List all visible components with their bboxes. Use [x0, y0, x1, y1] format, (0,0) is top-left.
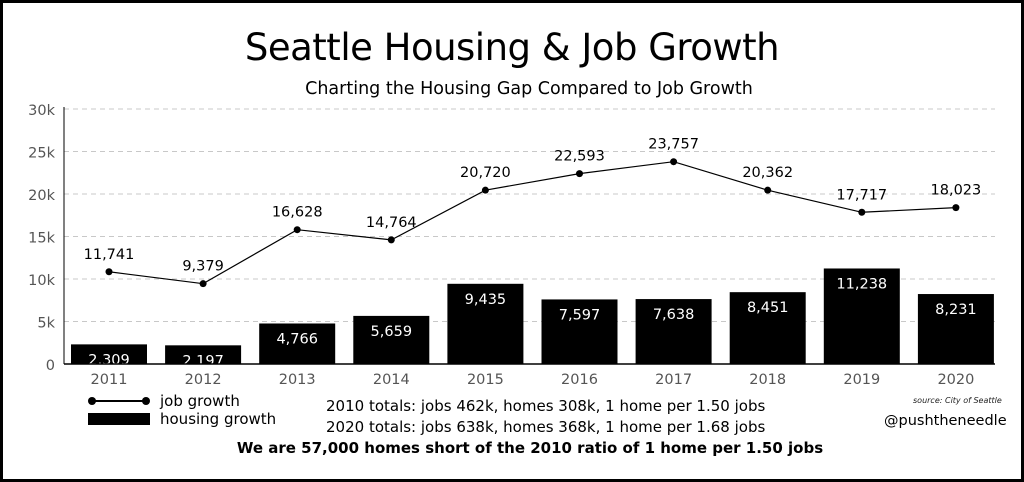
y-tick-label: 30k — [28, 103, 55, 119]
point-job-growth — [105, 268, 113, 276]
point-job-growth — [764, 186, 772, 194]
point-data-label: 23,757 — [648, 137, 699, 153]
bar-housing-growth — [541, 299, 618, 364]
y-tick-label: 25k — [28, 146, 55, 162]
bar-data-label: 9,435 — [465, 292, 507, 308]
bar-housing-growth — [165, 345, 242, 364]
bar-housing-growth — [823, 268, 900, 364]
point-job-growth — [293, 226, 301, 234]
point-data-label: 14,764 — [366, 215, 417, 231]
bar-data-label: 2,197 — [182, 353, 224, 369]
point-job-growth — [481, 186, 489, 194]
totals-2010: 2010 totals: jobs 462k, homes 308k, 1 ho… — [326, 397, 766, 415]
bar-housing-growth — [447, 283, 524, 364]
chart-plot: 2,309 2,197 4,766 5,659 9,435 7,597 7,638 8,451… — [28, 103, 995, 388]
legend-label-job-growth: job growth — [160, 392, 240, 410]
bar-housing-growth — [729, 292, 806, 364]
chart-title: Seattle Housing & Job Growth — [244, 26, 780, 69]
source-note: source: City of Seattle — [913, 396, 1002, 405]
point-job-growth — [387, 236, 395, 244]
legend-line-swatch — [88, 395, 150, 407]
point-data-label: 18,023 — [931, 183, 982, 199]
line-layer: 11,741 9,379 16,628 14,764 20,720 22,593 23,75… — [84, 137, 982, 288]
legend-bar-swatch — [88, 413, 150, 425]
bar-data-label: 7,597 — [559, 307, 601, 323]
x-tick-label: 2017 — [655, 372, 692, 388]
author-handle: @pushtheneedle — [884, 413, 1007, 429]
bar-data-label: 5,659 — [371, 324, 413, 340]
point-data-label: 20,362 — [742, 165, 793, 181]
bar-housing-growth — [353, 315, 430, 364]
bar-data-label: 2,309 — [88, 352, 130, 368]
legend-item-housing-growth: housing growth — [88, 409, 276, 429]
x-tick-label: 2015 — [467, 372, 504, 388]
legend-item-job-growth: job growth — [88, 391, 240, 411]
y-tick-label: 15k — [28, 231, 55, 247]
legend-label-housing-growth: housing growth — [160, 410, 277, 428]
point-job-growth — [576, 170, 583, 178]
y-tick-label: 5k — [37, 316, 55, 332]
bar-data-label: 8,451 — [747, 300, 789, 316]
bar-data-label: 8,231 — [935, 302, 977, 318]
axis-layer: 0 5k 10k 15k 20k 25k 30k 2011 2012 2013 2014 2015 20… — [28, 103, 995, 388]
x-tick-label: 2020 — [937, 372, 974, 388]
point-data-label: 22,593 — [554, 149, 605, 165]
bar-housing-growth — [917, 294, 994, 364]
bar-housing-growth — [71, 344, 147, 364]
chart-subtitle: Charting the Housing Gap Compared to Job… — [305, 79, 753, 99]
x-tick-label: 2014 — [373, 372, 410, 388]
y-tick-label: 0 — [46, 358, 55, 374]
bar-housing-growth — [635, 299, 712, 364]
point-data-label: 11,741 — [84, 247, 135, 263]
x-tick-label: 2011 — [91, 372, 128, 388]
line-job-growth — [108, 161, 956, 285]
conclusion-text: We are 57,000 homes short of the 2010 ra… — [236, 439, 824, 457]
point-job-growth — [952, 204, 960, 212]
bar-data-label: 4,766 — [276, 331, 318, 347]
bar-data-label: 11,238 — [836, 276, 887, 292]
point-data-label: 20,720 — [460, 165, 511, 181]
x-tick-label: 2016 — [561, 372, 598, 388]
point-data-label: 16,628 — [272, 205, 323, 221]
point-job-growth — [670, 158, 678, 166]
point-job-growth — [199, 280, 207, 288]
bar-housing-growth — [259, 323, 336, 364]
x-tick-label: 2019 — [843, 372, 880, 388]
point-data-label: 9,379 — [182, 259, 224, 275]
x-tick-label: 2013 — [279, 372, 316, 388]
y-tick-label: 20k — [28, 188, 55, 204]
x-tick-label: 2018 — [749, 372, 786, 388]
x-tick-label: 2012 — [185, 372, 222, 388]
point-job-growth — [858, 208, 866, 216]
bar-layer: 2,309 2,197 4,766 5,659 9,435 7,597 7,638 8,451… — [71, 268, 994, 369]
totals-2020: 2020 totals: jobs 638k, homes 368k, 1 ho… — [326, 418, 766, 436]
point-data-label: 17,717 — [836, 187, 887, 203]
bar-data-label: 7,638 — [653, 307, 695, 323]
y-tick-label: 10k — [28, 273, 55, 289]
